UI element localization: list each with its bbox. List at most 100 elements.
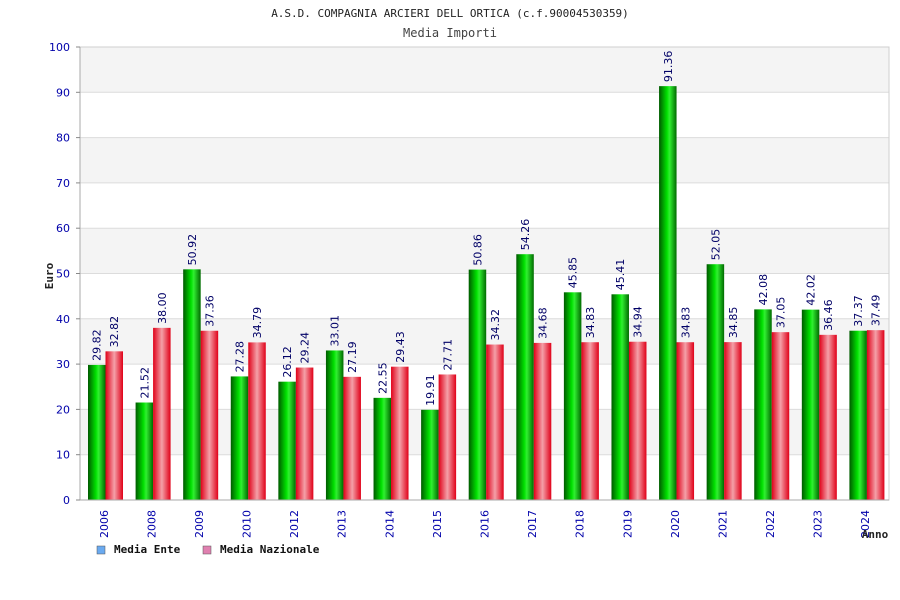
bar-media-ente — [754, 309, 772, 500]
data-label: 26.12 — [281, 346, 294, 378]
data-label: 45.85 — [567, 257, 580, 289]
bar-media-nazionale — [533, 342, 552, 500]
y-tick-label: 40 — [56, 313, 70, 326]
bar-media-ente — [468, 269, 487, 500]
data-label: 42.02 — [805, 274, 818, 306]
legend-swatch — [96, 545, 106, 555]
x-tick-label: 2013 — [336, 510, 349, 538]
bar-media-nazionale — [486, 344, 504, 500]
data-label: 33.01 — [329, 315, 342, 347]
x-tick-label: 2021 — [716, 510, 729, 538]
y-tick-label: 100 — [49, 41, 70, 54]
data-label: 19.91 — [424, 374, 437, 406]
data-label: 22.55 — [376, 362, 389, 394]
bar-media-nazionale — [295, 367, 314, 500]
bars: 29.82 32.82 21.52 38.00 50.92 37.36 27.28 34.79… — [88, 51, 885, 501]
bar-media-nazionale — [676, 342, 695, 500]
y-axis: 0 10 20 30 40 50 60 70 80 90 100 — [49, 41, 81, 507]
bar-media-ente — [135, 402, 154, 500]
x-tick-label: 2014 — [383, 510, 396, 538]
data-label: 36.46 — [822, 299, 835, 331]
x-tick-label: 2016 — [479, 510, 492, 538]
bar-media-ente — [611, 294, 629, 500]
x-tick-label: 2019 — [621, 510, 634, 538]
x-tick-label: 2018 — [574, 510, 587, 538]
x-tick-label: 2008 — [145, 510, 158, 538]
data-label: 27.28 — [234, 341, 247, 373]
data-label: 32.82 — [108, 316, 121, 348]
data-label: 34.68 — [537, 307, 550, 339]
bar-media-ente — [801, 309, 820, 500]
x-tick-label: 2017 — [526, 510, 539, 538]
data-label: 34.83 — [584, 307, 597, 339]
data-label: 37.36 — [203, 295, 216, 327]
x-axis: 2006 2008 2009 2010 2012 2013 2014 2015 2016 2017… — [80, 499, 889, 538]
bar-media-ente — [373, 397, 392, 500]
bar-media-ente — [563, 292, 582, 500]
y-tick-label: 60 — [56, 222, 70, 235]
bar-media-ente — [659, 86, 677, 501]
x-tick-label: 2006 — [98, 510, 111, 538]
legend: Media Ente Media Nazionale — [96, 543, 320, 556]
x-tick-label: 2022 — [764, 510, 777, 538]
bar-media-nazionale — [724, 342, 742, 500]
plot-band — [80, 182, 889, 229]
plot-band — [80, 228, 889, 274]
data-label: 42.08 — [757, 274, 770, 306]
y-tick-label: 70 — [56, 177, 70, 190]
bar-media-ente — [230, 376, 249, 500]
data-label: 29.43 — [394, 331, 407, 363]
data-label: 37.37 — [852, 295, 865, 327]
data-label: 45.41 — [614, 259, 627, 291]
data-label: 34.32 — [489, 309, 502, 341]
data-label: 52.05 — [709, 229, 722, 261]
data-label: 50.86 — [471, 234, 484, 266]
bar-media-ente — [183, 269, 201, 500]
data-label: 29.24 — [299, 332, 312, 364]
legend-label: Media Ente — [114, 543, 181, 556]
plot-band — [80, 47, 889, 93]
bar-media-nazionale — [200, 330, 219, 500]
y-axis-label: Euro — [43, 262, 56, 289]
bar-media-nazionale — [343, 376, 361, 500]
plot-band — [80, 92, 889, 138]
bar-media-nazionale — [153, 327, 171, 500]
data-label: 50.92 — [186, 234, 199, 266]
bar-media-ente — [849, 330, 867, 500]
bar-media-nazionale — [628, 341, 647, 500]
plot-band — [80, 137, 889, 183]
data-label: 54.26 — [519, 219, 532, 251]
bar-media-nazionale — [819, 334, 837, 500]
bar-media-nazionale — [771, 332, 790, 500]
bar-media-nazionale — [105, 351, 123, 500]
y-tick-label: 20 — [56, 403, 70, 416]
y-tick-label: 50 — [56, 268, 70, 281]
x-tick-label: 2010 — [241, 510, 254, 538]
data-label: 38.00 — [156, 292, 169, 324]
y-tick-label: 30 — [56, 358, 70, 371]
y-tick-label: 10 — [56, 449, 70, 462]
chart-subtitle: Media Importi — [403, 26, 497, 40]
bar-media-ente — [516, 254, 534, 500]
data-label: 34.94 — [632, 306, 645, 338]
x-tick-label: 2015 — [431, 510, 444, 538]
bar-media-ente — [278, 381, 296, 500]
data-label: 37.49 — [870, 295, 883, 327]
bar-media-ente — [88, 364, 106, 500]
bar-media-nazionale — [391, 366, 409, 500]
data-label: 27.19 — [346, 341, 359, 373]
data-label: 34.79 — [251, 307, 264, 339]
x-tick-label: 2024 — [859, 510, 872, 538]
bar-media-ente — [421, 409, 439, 500]
x-tick-label: 2009 — [193, 510, 206, 538]
bar-media-nazionale — [248, 342, 266, 500]
data-label: 34.83 — [679, 307, 692, 339]
data-label: 29.82 — [91, 329, 104, 361]
legend-swatch — [202, 545, 212, 555]
x-axis-label: Anno — [862, 528, 889, 541]
y-tick-label: 0 — [63, 494, 70, 507]
x-tick-label: 2023 — [812, 510, 825, 538]
y-tick-label: 90 — [56, 86, 70, 99]
data-label: 21.52 — [138, 367, 151, 399]
